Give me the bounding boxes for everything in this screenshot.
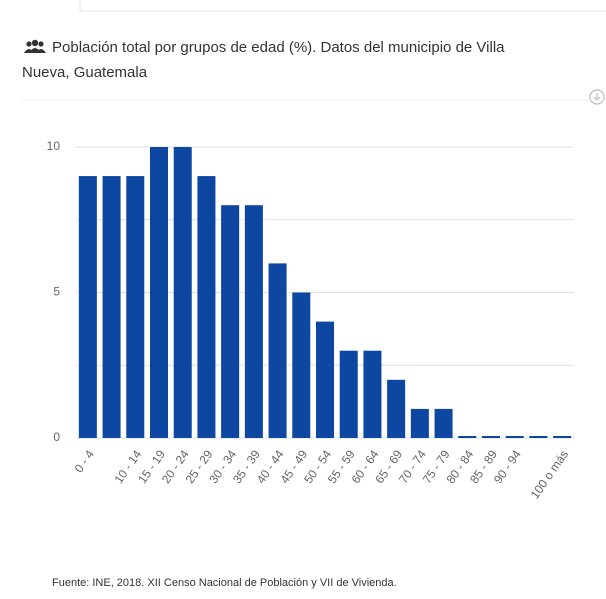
y-tick-label: 5 [53, 285, 60, 299]
bar [197, 176, 216, 438]
download-icon[interactable] [589, 89, 605, 105]
bar [363, 350, 382, 438]
title: Población total por grupos de edad (%). … [52, 39, 505, 56]
bar [244, 205, 263, 438]
bar [315, 321, 335, 438]
bar [529, 436, 548, 438]
source: Fuente: INE, 2018. XII Censo Nacional de… [52, 577, 397, 589]
bar [434, 408, 453, 438]
bar [102, 176, 121, 438]
bar [410, 408, 429, 438]
bar [553, 436, 572, 438]
bar [149, 147, 169, 438]
bar [173, 147, 192, 438]
card-edge [79, 0, 606, 12]
bar [221, 205, 240, 438]
y-tick-label: 10 [47, 139, 61, 153]
bar [268, 263, 287, 438]
bar [339, 350, 358, 438]
title: Nueva, Guatemala [22, 64, 148, 81]
bar [78, 176, 97, 438]
bar [481, 436, 501, 438]
y-tick-label: 0 [53, 430, 60, 444]
x-tick-label: 100 o más [528, 448, 572, 502]
bar [458, 436, 477, 438]
x-tick-label: 0 - 4 [72, 447, 97, 475]
bar [126, 176, 145, 438]
bar [292, 292, 311, 438]
bar [387, 379, 406, 438]
bar [505, 436, 524, 438]
people-icon [24, 39, 46, 53]
